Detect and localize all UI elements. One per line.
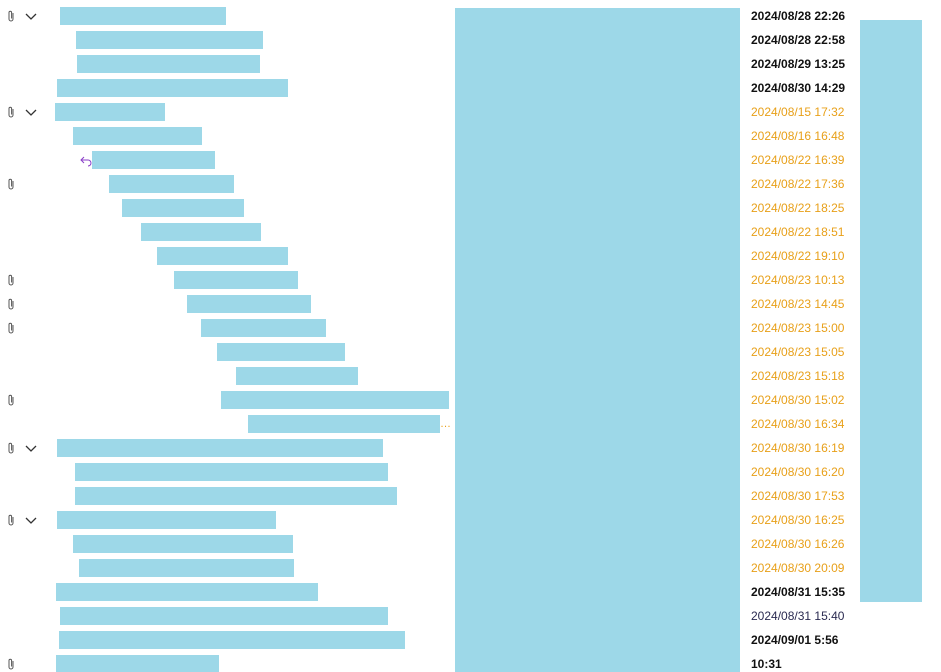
redacted-subject: [187, 295, 311, 313]
received-date: 2024/08/30 15:02: [751, 393, 845, 407]
received-date: 2024/08/28 22:26: [751, 9, 846, 23]
reply-icon[interactable]: [79, 153, 93, 167]
reply-icon-glyph: [80, 156, 92, 167]
expand-chevron-glyph: [25, 517, 37, 524]
redacted-subject: [56, 583, 318, 601]
received-date: 2024/08/23 15:00: [751, 321, 845, 335]
redacted-subject: [56, 655, 219, 672]
redacted-subject: [60, 7, 226, 25]
received-date: 2024/08/30 16:34: [751, 417, 845, 431]
received-date: 2024/08/30 16:20: [751, 465, 845, 479]
attachment-icon[interactable]: [4, 657, 18, 671]
received-date: 2024/08/29 13:25: [751, 57, 846, 71]
redacted-subject: [75, 463, 388, 481]
attachment-icon[interactable]: [4, 273, 18, 287]
received-date: 2024/08/22 17:36: [751, 177, 845, 191]
expand-chevron-glyph: [25, 13, 37, 20]
redacted-subject: [174, 271, 298, 289]
attachment-icon-glyph: [8, 394, 14, 406]
expand-chevron-glyph: [25, 109, 37, 116]
attachment-icon-glyph: [8, 442, 14, 454]
redacted-subject: [221, 391, 449, 409]
redacted-subject: [201, 319, 326, 337]
attachment-icon-glyph: [8, 274, 14, 286]
redacted-subject: [57, 439, 383, 457]
received-date: 2024/08/16 16:48: [751, 129, 845, 143]
received-date: 2024/08/23 14:45: [751, 297, 845, 311]
attachment-icon-glyph: [8, 514, 14, 526]
received-date: 2024/08/30 20:09: [751, 561, 845, 575]
received-date: 2024/08/30 16:19: [751, 441, 845, 455]
attachment-icon[interactable]: [4, 9, 18, 23]
redacted-subject: [109, 175, 234, 193]
received-date: 2024/08/22 16:39: [751, 153, 845, 167]
attachment-icon[interactable]: [4, 105, 18, 119]
received-date: 2024/08/22 18:51: [751, 225, 845, 239]
redacted-subject: [75, 487, 397, 505]
attachment-icon[interactable]: [4, 393, 18, 407]
redacted-subject: [59, 631, 405, 649]
redacted-subject: [122, 199, 244, 217]
attachment-icon[interactable]: [4, 321, 18, 335]
received-date: 2024/08/28 22:58: [751, 33, 846, 47]
received-date: 2024/08/22 18:25: [751, 201, 845, 215]
ellipsis: …: [440, 418, 451, 430]
received-date: 2024/08/30 14:29: [751, 81, 846, 95]
attachment-icon[interactable]: [4, 297, 18, 311]
redacted-subject: [236, 367, 358, 385]
received-date: 2024/08/15 17:32: [751, 105, 845, 119]
attachment-icon[interactable]: [4, 513, 18, 527]
received-date: 2024/09/01 5:56: [751, 633, 839, 647]
attachment-icon-glyph: [8, 178, 14, 190]
redacted-subject: [73, 535, 293, 553]
attachment-icon[interactable]: [4, 177, 18, 191]
attachment-icon-glyph: [8, 298, 14, 310]
redacted-subject: [76, 31, 263, 49]
received-date: 2024/08/31 15:40: [751, 609, 845, 623]
redacted-pane: [860, 20, 922, 602]
expand-chevron[interactable]: [24, 513, 38, 527]
received-date: 2024/08/23 10:13: [751, 273, 845, 287]
attachment-icon-glyph: [8, 322, 14, 334]
received-date: 2024/08/30 16:26: [751, 537, 845, 551]
attachment-icon[interactable]: [4, 441, 18, 455]
redacted-subject: [57, 79, 288, 97]
redacted-subject: [217, 343, 345, 361]
redacted-subject: [92, 151, 215, 169]
received-date: 2024/08/23 15:05: [751, 345, 845, 359]
redacted-subject: [157, 247, 288, 265]
redacted-subject: [60, 607, 388, 625]
expand-chevron[interactable]: [24, 105, 38, 119]
received-date: 2024/08/22 19:10: [751, 249, 845, 263]
redacted-subject: [73, 127, 202, 145]
received-date: 2024/08/31 15:35: [751, 585, 846, 599]
redacted-subject: [79, 559, 294, 577]
redacted-pane: [455, 8, 740, 672]
redacted-subject: [57, 511, 276, 529]
expand-chevron[interactable]: [24, 9, 38, 23]
attachment-icon-glyph: [8, 658, 14, 670]
attachment-icon-glyph: [8, 106, 14, 118]
expand-chevron-glyph: [25, 445, 37, 452]
received-date: 2024/08/23 15:18: [751, 369, 845, 383]
redacted-subject: [248, 415, 440, 433]
received-date: 10:31: [751, 657, 782, 671]
received-date: 2024/08/30 16:25: [751, 513, 845, 527]
received-date: 2024/08/30 17:53: [751, 489, 845, 503]
attachment-icon-glyph: [8, 10, 14, 22]
expand-chevron[interactable]: [24, 441, 38, 455]
redacted-subject: [77, 55, 260, 73]
redacted-subject: [141, 223, 261, 241]
redacted-subject: [55, 103, 165, 121]
